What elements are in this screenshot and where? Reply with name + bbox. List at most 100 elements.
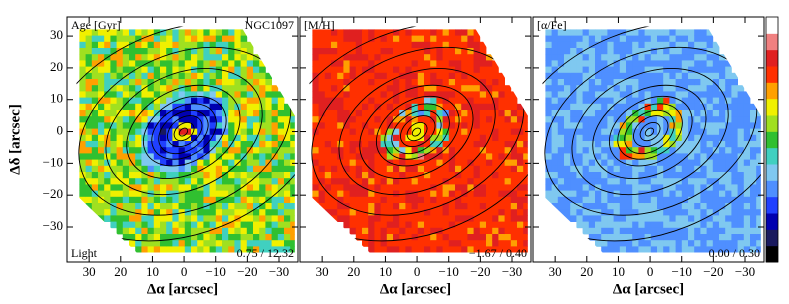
map-cell xyxy=(558,91,565,98)
map-cell xyxy=(98,122,105,129)
map-cell xyxy=(179,36,186,43)
map-cell xyxy=(657,215,664,222)
map-cell xyxy=(492,222,499,229)
map-cell xyxy=(253,141,260,148)
map-cell xyxy=(79,91,86,98)
map-cell xyxy=(523,122,530,129)
map-cell xyxy=(486,98,493,105)
map-cell xyxy=(92,153,99,160)
map-cell xyxy=(319,129,326,136)
map-cell xyxy=(498,191,505,198)
map-cell xyxy=(455,178,462,185)
map-cell xyxy=(216,184,223,191)
map-cell xyxy=(197,48,204,55)
map-cell xyxy=(331,91,338,98)
map-cell xyxy=(393,42,400,49)
map-cell xyxy=(552,36,559,43)
map-cell xyxy=(552,135,559,142)
map-cell xyxy=(210,36,217,43)
map-cell xyxy=(92,48,99,55)
map-cell xyxy=(362,104,369,111)
map-cell xyxy=(738,110,745,117)
map-cell xyxy=(570,104,577,111)
map-cell xyxy=(272,228,279,235)
map-cell xyxy=(319,147,326,154)
map-cell xyxy=(387,85,394,92)
map-cell xyxy=(325,203,332,210)
map-cell xyxy=(480,122,487,129)
map-cell xyxy=(191,36,198,43)
map-cell xyxy=(430,79,437,86)
map-cell xyxy=(166,215,173,222)
map-cell xyxy=(576,79,583,86)
map-cell xyxy=(148,197,155,204)
map-cell xyxy=(148,246,155,253)
map-cell xyxy=(337,67,344,74)
map-cell xyxy=(589,116,596,123)
map-cell xyxy=(545,104,552,111)
map-cell xyxy=(443,67,450,74)
map-cell xyxy=(713,104,720,111)
map-cell xyxy=(467,54,474,61)
map-cell xyxy=(651,73,658,80)
map-cell xyxy=(694,60,701,67)
map-cell xyxy=(523,228,530,235)
map-cell xyxy=(676,153,683,160)
map-cell xyxy=(278,184,285,191)
map-cell xyxy=(558,54,565,61)
map-cell xyxy=(374,104,381,111)
map-cell xyxy=(552,98,559,105)
map-cell xyxy=(362,60,369,67)
map-cell xyxy=(278,116,285,123)
map-cell xyxy=(154,153,161,160)
map-cell xyxy=(676,122,683,129)
map-cell xyxy=(343,79,350,86)
map-cell xyxy=(160,135,167,142)
map-cell xyxy=(368,203,375,210)
colorbar xyxy=(766,17,778,263)
map-cell xyxy=(564,73,571,80)
map-cell xyxy=(756,197,763,204)
map-cell xyxy=(185,246,192,253)
map-cell xyxy=(179,215,186,222)
map-cell xyxy=(356,141,363,148)
map-cell xyxy=(657,153,664,160)
map-cell xyxy=(356,215,363,222)
map-cell xyxy=(663,178,670,185)
map-cell xyxy=(570,29,577,36)
map-cell xyxy=(523,197,530,204)
map-cell xyxy=(626,48,633,55)
map-cell xyxy=(98,91,105,98)
map-cell xyxy=(620,184,627,191)
map-cell xyxy=(247,160,254,167)
map-cell xyxy=(443,166,450,173)
map-cell xyxy=(325,172,332,179)
map-cell xyxy=(312,184,319,191)
map-cell xyxy=(449,36,456,43)
map-cell xyxy=(290,116,297,123)
map-cell xyxy=(632,67,639,74)
map-cell xyxy=(185,60,192,67)
map-cell xyxy=(620,197,627,204)
map-cell xyxy=(337,191,344,198)
map-cell xyxy=(498,110,505,117)
map-cell xyxy=(682,73,689,80)
map-cell xyxy=(744,166,751,173)
map-cell xyxy=(253,98,260,105)
map-cell xyxy=(228,42,235,49)
map-cell xyxy=(319,191,326,198)
map-cell xyxy=(259,104,266,111)
map-cell xyxy=(505,172,512,179)
map-cell xyxy=(663,54,670,61)
map-cell xyxy=(601,135,608,142)
map-cell xyxy=(216,191,223,198)
map-cell xyxy=(638,209,645,216)
map-cell xyxy=(412,178,419,185)
map-cell xyxy=(362,48,369,55)
map-cell xyxy=(688,228,695,235)
map-cell xyxy=(731,191,738,198)
map-cell xyxy=(700,246,707,253)
map-cell xyxy=(552,79,559,86)
map-cell xyxy=(620,60,627,67)
map-cell xyxy=(141,104,148,111)
